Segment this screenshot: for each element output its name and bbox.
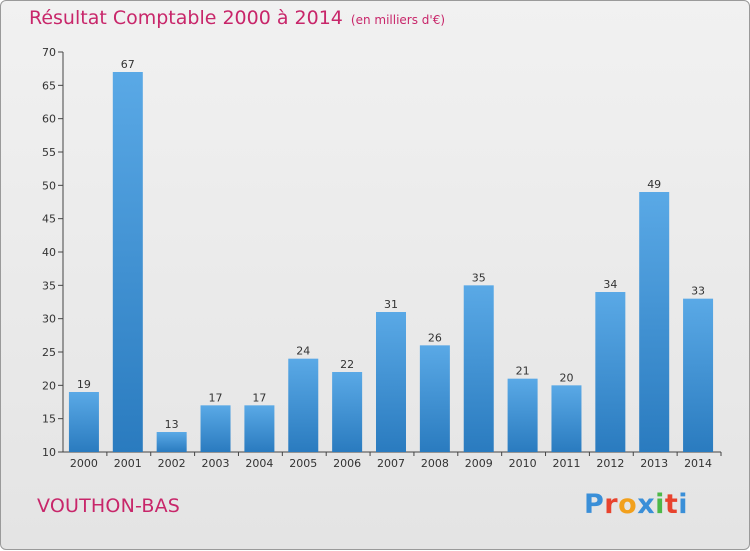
x-tick-label: 2009 — [465, 457, 493, 470]
data-label: 67 — [121, 58, 135, 71]
bar — [68, 392, 99, 452]
data-label: 34 — [603, 278, 617, 291]
bar — [463, 285, 494, 452]
data-label: 22 — [340, 358, 354, 371]
logo-letter: r — [604, 489, 619, 520]
chart-title: Résultat Comptable 2000 à 2014 (en millie… — [29, 7, 445, 29]
x-tick-label: 2011 — [552, 457, 580, 470]
data-label: 35 — [472, 271, 486, 284]
data-label: 24 — [296, 345, 310, 358]
bar — [244, 405, 275, 452]
y-tick-label: 20 — [42, 379, 56, 392]
bar — [288, 358, 319, 452]
y-tick-label: 15 — [42, 413, 56, 426]
data-label: 31 — [384, 298, 398, 311]
logo-letter: t — [664, 489, 679, 520]
data-label: 20 — [559, 371, 573, 384]
x-tick-label: 2000 — [70, 457, 98, 470]
bar — [595, 292, 626, 452]
x-tick-label: 2014 — [684, 457, 712, 470]
bar — [507, 378, 538, 452]
value-labels: 19 67 13 17 17 24 22 31 26 35 21 20 34 49 33 — [77, 58, 705, 431]
logo-letter: i — [678, 489, 689, 520]
logo-letter: x — [637, 489, 656, 520]
y-tick-label: 65 — [42, 79, 56, 92]
logo-letter: P — [584, 489, 605, 520]
logo-letter: i — [655, 489, 665, 520]
bar — [200, 405, 231, 452]
bar — [639, 192, 670, 452]
bar — [112, 72, 143, 452]
bar — [551, 385, 582, 452]
data-label: 17 — [252, 391, 266, 404]
proxiti-logo: Proxiti — [584, 489, 688, 520]
bar — [683, 298, 714, 452]
x-tick-label: 2007 — [377, 457, 405, 470]
x-tick-label: 2002 — [158, 457, 186, 470]
x-tick-label: 2012 — [596, 457, 624, 470]
y-tick-label: 60 — [42, 113, 56, 126]
commune-name: VOUTHON-BAS — [37, 495, 181, 517]
x-tick-label: 2004 — [245, 457, 273, 470]
x-tick-label: 2005 — [289, 457, 317, 470]
x-tick-label: 2001 — [114, 457, 142, 470]
logo-letter: o — [618, 489, 638, 520]
y-tick-label: 35 — [42, 279, 56, 292]
data-label: 49 — [647, 178, 661, 191]
unit-label: (en milliers d'€) — [350, 13, 446, 27]
data-label: 26 — [428, 331, 442, 344]
x-tick-label: 2006 — [333, 457, 361, 470]
data-label: 19 — [77, 378, 91, 391]
x-tick-label: 2013 — [640, 457, 668, 470]
bar — [332, 372, 363, 452]
x-tick-label: 2008 — [421, 457, 449, 470]
data-label: 13 — [165, 418, 179, 431]
data-label: 21 — [516, 365, 530, 378]
y-tick-label: 55 — [42, 146, 56, 159]
data-label: 33 — [691, 285, 705, 298]
data-label: 17 — [209, 391, 223, 404]
y-tick-label: 40 — [42, 246, 56, 259]
y-tick-label: 10 — [42, 446, 56, 459]
y-tick-label: 25 — [42, 346, 56, 359]
y-tick-label: 45 — [42, 213, 56, 226]
x-tick-label: 2010 — [509, 457, 537, 470]
x-tick-label: 2003 — [202, 457, 230, 470]
bars — [68, 72, 714, 452]
bar — [419, 345, 450, 452]
y-tick-label: 70 — [42, 46, 56, 59]
bar — [376, 312, 406, 452]
y-tick-label: 30 — [42, 313, 56, 326]
y-tick-label: 50 — [42, 179, 56, 192]
title-text: Résultat Comptable 2000 à 2014 — [29, 7, 343, 29]
bar — [156, 432, 187, 452]
